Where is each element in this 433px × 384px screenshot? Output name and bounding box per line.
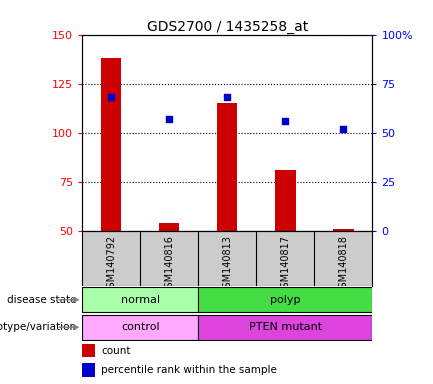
- Text: control: control: [121, 322, 160, 332]
- Point: [340, 126, 347, 132]
- Bar: [82, 344, 95, 358]
- Bar: [82, 314, 198, 340]
- Text: count: count: [101, 346, 131, 356]
- Text: GSM140817: GSM140817: [280, 235, 291, 294]
- Bar: [82, 363, 95, 377]
- Bar: [159, 223, 179, 230]
- Text: GSM140792: GSM140792: [106, 235, 116, 294]
- Point: [282, 118, 289, 124]
- Point: [224, 94, 231, 100]
- Bar: [101, 58, 121, 230]
- Text: genotype/variation: genotype/variation: [0, 322, 77, 332]
- Text: GSM140816: GSM140816: [164, 235, 174, 294]
- Bar: [82, 287, 198, 313]
- Text: normal: normal: [121, 295, 160, 305]
- Text: polyp: polyp: [270, 295, 301, 305]
- Text: GSM140813: GSM140813: [222, 235, 233, 294]
- Point: [108, 94, 115, 100]
- Bar: [217, 103, 237, 230]
- Text: percentile rank within the sample: percentile rank within the sample: [101, 365, 277, 376]
- Point: [166, 116, 173, 122]
- Title: GDS2700 / 1435258_at: GDS2700 / 1435258_at: [147, 20, 308, 33]
- Text: GSM140818: GSM140818: [338, 235, 349, 294]
- Text: disease state: disease state: [7, 295, 77, 305]
- Bar: [275, 170, 295, 230]
- Bar: [198, 287, 372, 313]
- Text: PTEN mutant: PTEN mutant: [249, 322, 322, 332]
- Bar: [198, 314, 372, 340]
- Bar: [333, 228, 353, 230]
